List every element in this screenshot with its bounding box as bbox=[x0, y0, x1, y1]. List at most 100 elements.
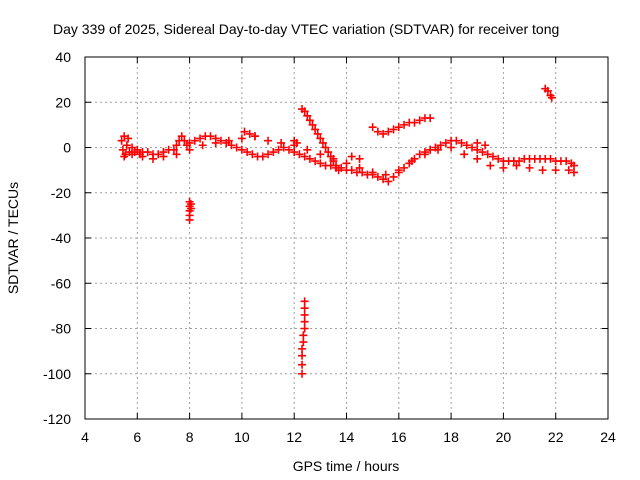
data-point bbox=[462, 141, 471, 150]
data-point bbox=[298, 360, 307, 369]
x-tick-label: 16 bbox=[391, 429, 407, 445]
data-point bbox=[400, 163, 409, 172]
chart-title: Day 339 of 2025, Sidereal Day-to-day VTE… bbox=[53, 21, 559, 37]
data-point bbox=[300, 152, 309, 161]
data-point bbox=[426, 145, 435, 154]
data-point bbox=[478, 148, 487, 157]
y-tick-label: -20 bbox=[51, 185, 71, 201]
data-point bbox=[264, 150, 273, 159]
data-point bbox=[299, 338, 308, 347]
data-point bbox=[316, 150, 325, 159]
data-point bbox=[543, 86, 552, 95]
x-tick-label: 12 bbox=[286, 429, 302, 445]
data-point bbox=[206, 132, 215, 141]
data-point bbox=[274, 145, 283, 154]
data-point bbox=[237, 134, 246, 143]
data-point bbox=[389, 172, 398, 181]
data-point bbox=[269, 148, 278, 157]
x-tick-label: 20 bbox=[496, 429, 512, 445]
data-point bbox=[355, 163, 364, 172]
x-tick-label: 24 bbox=[600, 429, 616, 445]
data-point bbox=[237, 145, 246, 154]
data-point bbox=[298, 344, 307, 353]
data-point bbox=[347, 152, 356, 161]
data-point bbox=[447, 143, 456, 152]
data-point bbox=[190, 136, 199, 145]
data-point bbox=[299, 331, 308, 340]
data-point bbox=[384, 127, 393, 136]
data-series bbox=[298, 297, 309, 378]
data-point bbox=[185, 215, 194, 224]
data-point bbox=[292, 138, 301, 147]
x-axis-label: GPS time / hours bbox=[293, 458, 400, 474]
data-series bbox=[240, 84, 556, 175]
data-point bbox=[172, 150, 181, 159]
data-point bbox=[133, 145, 142, 154]
data-point bbox=[381, 170, 390, 179]
data-point bbox=[441, 138, 450, 147]
data-point bbox=[290, 148, 299, 157]
y-tick-label: -40 bbox=[51, 230, 71, 246]
y-tick-label: -60 bbox=[51, 275, 71, 291]
data-point bbox=[326, 152, 335, 161]
data-point bbox=[122, 141, 131, 150]
data-point bbox=[148, 154, 157, 163]
data-point bbox=[379, 129, 388, 138]
data-point bbox=[342, 159, 351, 168]
data-point bbox=[128, 143, 137, 152]
data-point bbox=[295, 150, 304, 159]
data-point bbox=[415, 116, 424, 125]
x-tick-label: 4 bbox=[81, 429, 89, 445]
data-point bbox=[564, 166, 573, 175]
data-point bbox=[180, 136, 189, 145]
data-point bbox=[512, 161, 521, 170]
data-point bbox=[373, 172, 382, 181]
data-point bbox=[499, 163, 508, 172]
data-point bbox=[143, 148, 152, 157]
grid bbox=[85, 57, 608, 419]
data-point bbox=[473, 145, 482, 154]
data-point bbox=[410, 118, 419, 127]
data-point bbox=[159, 152, 168, 161]
data-point bbox=[400, 120, 409, 129]
data-point bbox=[426, 114, 435, 123]
data-point bbox=[321, 143, 330, 152]
x-tick-label: 22 bbox=[548, 429, 564, 445]
data-point bbox=[468, 143, 477, 152]
data-point bbox=[245, 129, 254, 138]
data-point bbox=[308, 120, 317, 129]
data-point bbox=[546, 154, 555, 163]
data-point bbox=[216, 136, 225, 145]
data-point bbox=[232, 143, 241, 152]
data-point bbox=[379, 175, 388, 184]
data-point bbox=[243, 148, 252, 157]
y-tick-label: 40 bbox=[55, 49, 71, 65]
axis-ticks: 4 6 8 10 12 14 16 18 20 22 24 -120 -100 -80 -60 -40 -20 0… bbox=[43, 49, 616, 445]
y-tick-label: -120 bbox=[43, 411, 71, 427]
data-point bbox=[494, 154, 503, 163]
data-point bbox=[551, 166, 560, 175]
data-point bbox=[298, 351, 307, 360]
data-point bbox=[279, 143, 288, 152]
y-tick-label: 0 bbox=[63, 140, 71, 156]
data-point bbox=[316, 159, 325, 168]
data-point bbox=[515, 157, 524, 166]
y-tick-label: 20 bbox=[55, 94, 71, 110]
data-point bbox=[332, 161, 341, 170]
data-point bbox=[420, 150, 429, 159]
y-axis-label: SDTVAR / TECUs bbox=[5, 182, 21, 294]
data-point bbox=[264, 136, 273, 145]
data-point bbox=[303, 145, 312, 154]
data-point bbox=[436, 141, 445, 150]
data-point bbox=[407, 157, 416, 166]
data-point bbox=[172, 141, 181, 150]
data-point bbox=[347, 166, 356, 175]
y-tick-label: -80 bbox=[51, 321, 71, 337]
data-point bbox=[368, 123, 377, 132]
data-point bbox=[303, 111, 312, 120]
data-point bbox=[483, 150, 492, 159]
data-point bbox=[394, 123, 403, 132]
data-point bbox=[300, 324, 309, 333]
data-point bbox=[185, 145, 194, 154]
